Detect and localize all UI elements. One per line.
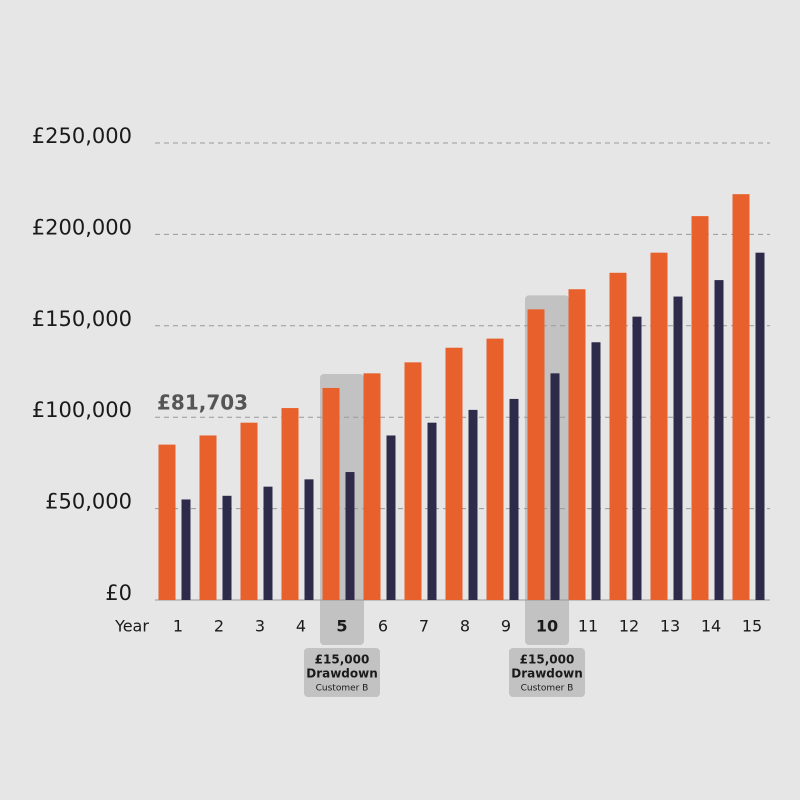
callout-note: Customer B xyxy=(521,684,574,694)
bar xyxy=(427,422,437,600)
annotation: £81,703 xyxy=(157,391,248,415)
callout-box xyxy=(509,648,585,697)
bar xyxy=(263,486,273,600)
callout-box xyxy=(304,648,380,697)
x-tick-label: 9 xyxy=(501,617,511,636)
y-tick-label: £50,000 xyxy=(45,490,132,514)
x-tick-label: 4 xyxy=(296,617,306,636)
x-tick-label: 11 xyxy=(578,617,598,636)
x-tick-label: 8 xyxy=(460,617,470,636)
bar xyxy=(714,280,724,600)
bar xyxy=(363,373,381,600)
bar xyxy=(181,499,191,600)
x-tick-label: 3 xyxy=(255,617,265,636)
x-tick-label: 6 xyxy=(378,617,388,636)
bar xyxy=(568,289,586,600)
bar xyxy=(281,408,299,600)
bar xyxy=(486,338,504,600)
x-tick-label: 12 xyxy=(619,617,639,636)
bar xyxy=(591,342,601,600)
bar xyxy=(755,252,765,600)
callout-amount: £15,000 xyxy=(315,653,370,667)
y-tick-label: £150,000 xyxy=(32,307,132,331)
y-tick-label: £250,000 xyxy=(32,124,132,148)
bar xyxy=(158,444,176,600)
x-tick-label: 2 xyxy=(214,617,224,636)
callout-label: Drawdown xyxy=(306,667,378,681)
callout-amount: £15,000 xyxy=(520,653,575,667)
bar xyxy=(304,479,314,600)
x-tick-label: 1 xyxy=(173,617,183,636)
bar xyxy=(445,347,463,600)
x-tick-label: 14 xyxy=(701,617,721,636)
callout-label: Drawdown xyxy=(511,667,583,681)
bar xyxy=(691,216,709,600)
y-tick-label: £200,000 xyxy=(32,215,132,239)
bar xyxy=(222,495,232,600)
bar xyxy=(609,272,627,600)
bar xyxy=(468,409,478,600)
bar xyxy=(199,435,217,600)
bar xyxy=(732,194,750,600)
bar xyxy=(673,296,683,600)
x-tick-label: 7 xyxy=(419,617,429,636)
bar xyxy=(322,387,340,600)
bar xyxy=(345,472,355,600)
bar xyxy=(404,362,422,600)
x-tick-label: 5 xyxy=(336,617,347,636)
bar xyxy=(550,373,560,600)
x-tick-label: 15 xyxy=(742,617,762,636)
x-tick-label: 13 xyxy=(660,617,680,636)
x-axis-label: Year xyxy=(114,617,149,636)
bar xyxy=(527,309,545,600)
bar xyxy=(650,252,668,600)
callout-note: Customer B xyxy=(316,684,369,694)
y-tick-label: £100,000 xyxy=(32,398,132,422)
bar xyxy=(632,316,642,600)
x-tick-label: 10 xyxy=(536,617,558,636)
bar xyxy=(509,398,519,600)
bar xyxy=(240,422,258,600)
bar xyxy=(386,435,396,600)
y-tick-label: £0 xyxy=(105,581,132,605)
